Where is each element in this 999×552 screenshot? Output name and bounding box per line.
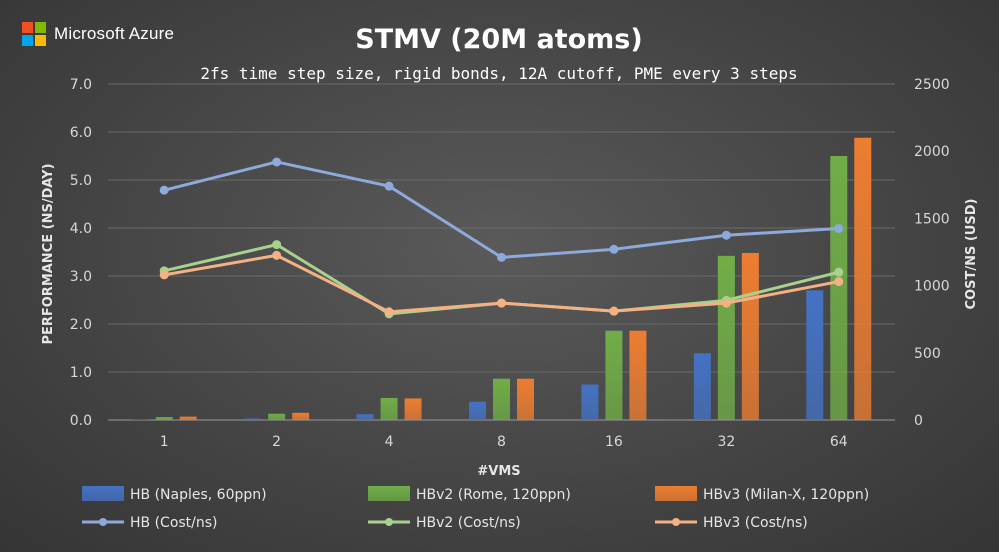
legend-marker (385, 518, 393, 526)
bar-series (131, 137, 872, 420)
line-series (159, 157, 844, 319)
series-line (163, 160, 839, 259)
logo-square-green (35, 22, 46, 33)
x-axis-ticks: 1 2 4 8 16 32 64 (160, 434, 848, 450)
x-tick-label: 16 (605, 434, 623, 450)
bar (741, 252, 759, 420)
legend-marker (672, 518, 680, 526)
bar (517, 378, 534, 420)
x-tick-label: 4 (385, 434, 394, 450)
gridlines (108, 83, 895, 421)
data-point (834, 277, 844, 287)
y-tick-label: 4.0 (70, 221, 92, 237)
x-tick-label: 8 (497, 434, 506, 450)
x-axis-label: #VMS (477, 464, 520, 479)
bar (469, 401, 486, 420)
chart-subtitle: 2fs time step size, rigid bonds, 12A cut… (200, 64, 797, 83)
y-tick-label: 6.0 (70, 125, 92, 141)
legend-label: HBv3 (Milan-X, 120ppn) (703, 487, 869, 503)
x-tick-label: 1 (160, 434, 169, 450)
brand-name: Microsoft Azure (54, 24, 175, 43)
legend-swatch (368, 486, 410, 501)
legend-label: HB (Naples, 60ppn) (130, 487, 267, 503)
y-axis-ticks: 0.0 1.0 2.0 3.0 4.0 5.0 6.0 7.0 (70, 77, 92, 429)
bar (493, 378, 510, 420)
data-point (272, 250, 282, 260)
bar (380, 397, 398, 420)
bar (155, 417, 173, 420)
y-axis-label: PERFORMANCE (NS/DAY) (41, 163, 56, 344)
brand-logo: Microsoft Azure (22, 22, 174, 46)
data-point (834, 267, 844, 277)
data-point (159, 185, 169, 195)
data-point (272, 240, 282, 250)
legend-swatch (655, 486, 697, 501)
chart-legend: HB (Naples, 60ppn) HBv2 (Rome, 120ppn) HBv… (82, 486, 869, 531)
legend-label: HBv2 (Rome, 120ppn) (416, 487, 571, 503)
bar (854, 137, 872, 420)
data-point (384, 181, 394, 191)
bar (179, 416, 197, 420)
data-point (497, 298, 506, 308)
bar (292, 412, 310, 420)
data-point (159, 270, 169, 280)
logo-square-yellow (35, 35, 46, 46)
bar (693, 353, 711, 420)
data-point (834, 223, 844, 233)
y-tick-label: 0.0 (70, 413, 92, 429)
bar (830, 156, 848, 420)
y-tick-label: 2.0 (70, 317, 92, 333)
bar (268, 413, 286, 420)
y2-tick-label: 0 (914, 413, 923, 429)
bar (356, 414, 374, 420)
data-point (272, 157, 282, 167)
data-point (609, 306, 619, 316)
logo-square-red (22, 22, 33, 33)
legend-label: HB (Cost/ns) (130, 515, 218, 531)
y2-tick-label: 1000 (914, 279, 950, 295)
bar (244, 418, 262, 420)
y-tick-label: 3.0 (70, 269, 92, 285)
bar (717, 255, 735, 420)
x-tick-label: 64 (830, 434, 848, 450)
data-point (497, 252, 506, 262)
bar (806, 290, 824, 420)
y-tick-label: 7.0 (70, 77, 92, 93)
y-tick-label: 5.0 (70, 173, 92, 189)
bar (629, 330, 647, 420)
data-point (609, 244, 619, 254)
data-point (384, 307, 394, 317)
y2-tick-label: 2000 (914, 144, 950, 160)
bar (605, 330, 623, 420)
bar (404, 398, 422, 420)
data-point (721, 230, 731, 240)
data-point (721, 298, 731, 308)
bar (581, 384, 599, 420)
y2-tick-label: 1500 (914, 211, 950, 227)
legend-marker (99, 518, 107, 526)
y2-tick-label: 500 (914, 346, 941, 362)
x-tick-label: 2 (272, 434, 281, 450)
legend-label: HBv2 (Cost/ns) (416, 515, 521, 531)
legend-swatch (82, 486, 124, 501)
y2-axis-label: COST/NS (USD) (964, 199, 979, 310)
legend-label: HBv3 (Cost/ns) (703, 515, 808, 531)
x-tick-label: 32 (717, 434, 735, 450)
logo-square-blue (22, 35, 33, 46)
y2-tick-label: 2500 (914, 77, 950, 93)
y2-axis-ticks: 0 500 1000 1500 2000 2500 (914, 77, 950, 429)
chart-title: STMV (20M atoms) (355, 24, 642, 55)
microsoft-logo-icon (22, 22, 46, 46)
y-tick-label: 1.0 (70, 365, 92, 381)
